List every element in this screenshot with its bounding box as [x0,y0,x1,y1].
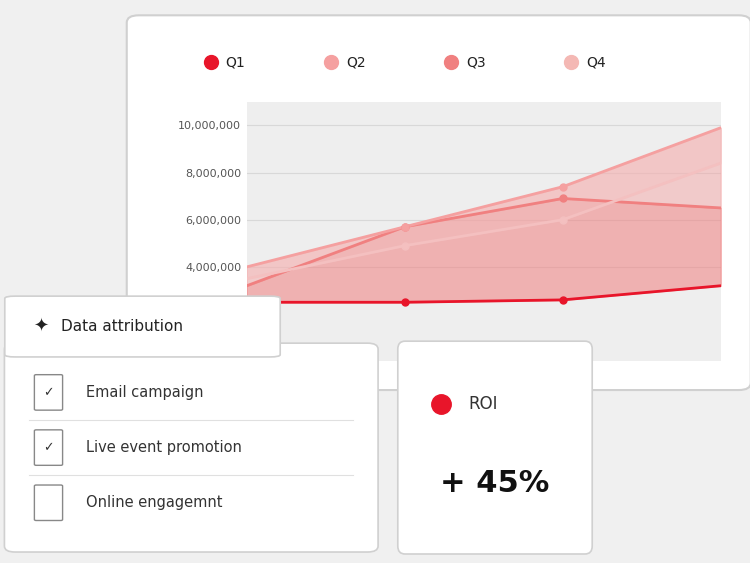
Text: Data attribution: Data attribution [61,319,183,334]
FancyBboxPatch shape [398,341,592,554]
Text: ✓: ✓ [44,441,54,454]
Text: ROI: ROI [468,395,497,413]
Text: Q1: Q1 [226,55,245,69]
FancyBboxPatch shape [4,296,280,357]
Text: ✓: ✓ [44,386,54,399]
Text: Q2: Q2 [346,55,365,69]
FancyBboxPatch shape [34,430,62,465]
Text: Q4: Q4 [586,55,605,69]
FancyBboxPatch shape [34,485,62,520]
Text: ✦: ✦ [33,318,48,336]
FancyBboxPatch shape [34,375,62,410]
FancyBboxPatch shape [127,15,750,390]
Text: Q3: Q3 [466,55,485,69]
Text: Online engagemnt: Online engagemnt [86,495,222,510]
FancyBboxPatch shape [4,343,378,552]
Text: Live event promotion: Live event promotion [86,440,242,455]
Text: + 45%: + 45% [440,468,550,498]
Text: Email campaign: Email campaign [86,385,203,400]
